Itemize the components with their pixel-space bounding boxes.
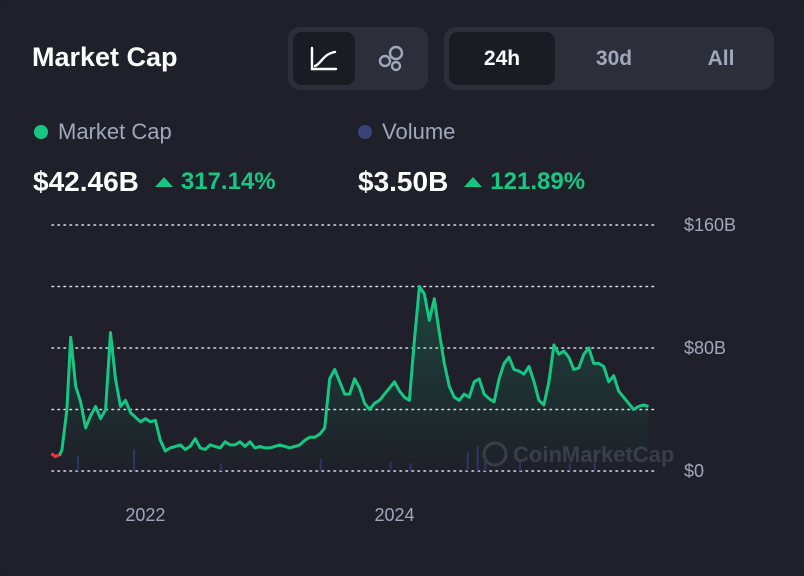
volume-change: 121.89%: [464, 168, 585, 196]
x-axis-labels: 2022 2024: [125, 505, 414, 525]
line-chart-button[interactable]: [293, 32, 355, 85]
market-cap-line: [58, 285, 649, 457]
legend-volume: Volume: [358, 119, 455, 145]
legend-market-cap: Market Cap: [34, 119, 172, 145]
y-tick-label: $160B: [684, 215, 736, 235]
volume-dot: [358, 125, 372, 139]
line-chart-icon: [310, 46, 338, 70]
up-arrow-icon: [154, 177, 173, 187]
market-cap-change: 317.14%: [154, 168, 276, 196]
y-tick-label: $0: [684, 461, 704, 481]
down-segment: [50, 452, 61, 459]
up-arrow-icon: [464, 177, 483, 187]
market-cap-area: [59, 286, 649, 471]
market-cap-dot: [34, 125, 48, 139]
range-30d-button[interactable]: 30d: [595, 46, 633, 70]
range-24h-button[interactable]: 24h: [449, 32, 555, 85]
range-all-button[interactable]: All: [707, 46, 735, 70]
y-axis-labels: $160B $80B $0: [684, 215, 736, 481]
volume-change-value: 121.89%: [490, 168, 586, 195]
x-tick-label: 2022: [125, 505, 165, 525]
x-tick-label: 2024: [374, 505, 414, 525]
legend-market-cap-label: Market Cap: [58, 119, 172, 144]
y-tick-label: $80B: [684, 338, 726, 358]
market-cap-change-value: 317.14%: [180, 168, 276, 195]
card-title: Market Cap: [32, 42, 178, 72]
bubbles-chart-button[interactable]: [361, 32, 423, 85]
market-cap-stat: $42.46B 317.14%: [33, 166, 276, 198]
volume-value: $3.50B: [358, 166, 449, 197]
time-range-toggle: 24h 30d All: [444, 27, 774, 90]
chart-type-toggle: [288, 27, 428, 90]
legend-volume-label: Volume: [382, 119, 456, 144]
bubbles-icon: [378, 45, 404, 71]
market-cap-value: $42.46B: [33, 166, 139, 197]
volume-stat: $3.50B 121.89%: [358, 166, 585, 198]
